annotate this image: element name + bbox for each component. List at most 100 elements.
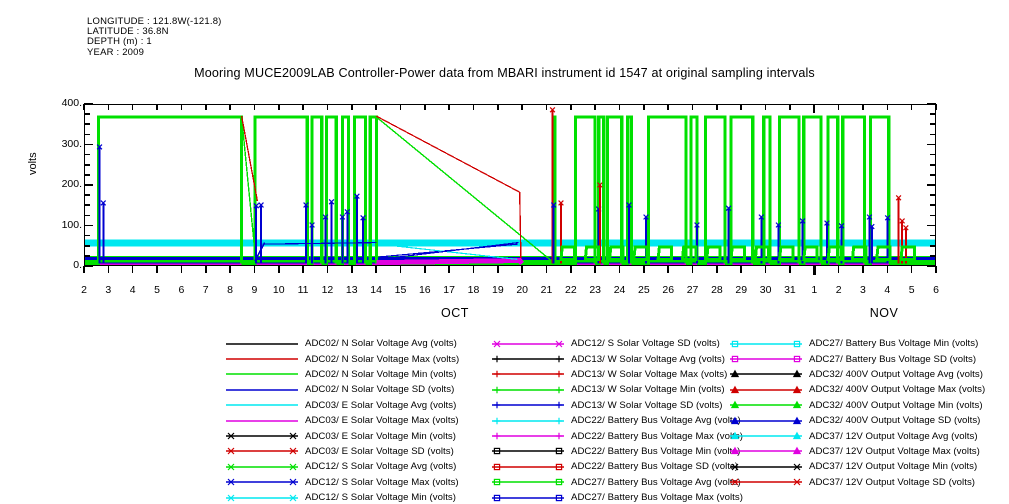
- legend-entry-adc32-400v-output-voltage-avg-volts[interactable]: ADC32/ 400V Output Voltage Avg (volts): [728, 367, 983, 382]
- legend-entry-adc02-n-solar-voltage-min-volts[interactable]: ADC02/ N Solar Voltage Min (volts): [224, 367, 490, 382]
- legend-label: ADC32/ 400V Output Voltage Avg (volts): [809, 368, 983, 380]
- x-axis-tick: [156, 266, 158, 273]
- legend-entry-adc37-12v-output-voltage-min-volts[interactable]: ADC37/ 12V Output Voltage Min (volts): [728, 459, 978, 474]
- x-axis-tick: [375, 266, 377, 273]
- series-spike-marker-14: [558, 200, 564, 206]
- series-spike-marker-4: [303, 202, 309, 208]
- legend-entry-adc03-e-solar-voltage-avg-volts[interactable]: ADC03/ E Solar Voltage Avg (volts): [224, 398, 490, 413]
- legend-line-sample-icon: [490, 368, 566, 380]
- legend-entry-adc02-n-solar-voltage-avg-volts[interactable]: ADC02/ N Solar Voltage Avg (volts): [224, 336, 490, 351]
- legend-line-sample-icon: [224, 492, 300, 504]
- legend-entry-adc13-w-solar-voltage-sd-volts[interactable]: ADC13/ W Solar Voltage SD (volts): [490, 398, 728, 413]
- legend-line-sample-icon: [728, 430, 804, 442]
- x-axis-tick: [83, 266, 85, 273]
- x-tick-label-19: 21: [540, 284, 553, 296]
- legend-entry-adc12-s-solar-voltage-avg-volts[interactable]: ADC12/ S Solar Voltage Avg (volts): [224, 459, 490, 474]
- legend-line-sample-icon: [490, 476, 566, 488]
- plot-area: [84, 104, 936, 266]
- legend-entry-adc12-s-solar-voltage-min-volts[interactable]: ADC12/ S Solar Voltage Min (volts): [224, 490, 490, 504]
- y-axis-tick: [927, 143, 936, 146]
- y-axis-tick: [84, 234, 90, 237]
- legend-entry-adc27-battery-bus-voltage-max-volts[interactable]: ADC27/ Battery Bus Voltage Max (volts): [490, 490, 743, 504]
- series-green-blob: [899, 245, 916, 261]
- x-axis-top-tick: [131, 104, 134, 110]
- legend-entry-adc13-w-solar-voltage-max-volts[interactable]: ADC13/ W Solar Voltage Max (volts): [490, 367, 728, 382]
- legend-entry-adc37-12v-output-voltage-max-volts[interactable]: ADC37/ 12V Output Voltage Max (volts): [728, 444, 980, 459]
- metadata-year: YEAR : 2009: [87, 46, 145, 58]
- legend-entry-adc37-12v-output-voltage-sd-volts[interactable]: ADC37/ 12V Output Voltage SD (volts): [728, 475, 978, 490]
- legend-entry-adc03-e-solar-voltage-sd-volts[interactable]: ADC03/ E Solar Voltage SD (volts): [224, 444, 490, 459]
- series-spike-marker-29: [895, 195, 902, 201]
- legend-label: ADC27/ Battery Bus Voltage Max (volts): [571, 492, 743, 504]
- x-axis-tick: [545, 266, 548, 273]
- legend-entry-adc22-battery-bus-voltage-sd-volts[interactable]: ADC22/ Battery Bus Voltage SD (volts): [490, 459, 738, 474]
- legend-entry-adc13-w-solar-voltage-avg-volts[interactable]: ADC13/ W Solar Voltage Avg (volts): [490, 351, 728, 366]
- legend-entry-adc27-battery-bus-voltage-sd-volts[interactable]: ADC27/ Battery Bus Voltage SD (volts): [728, 351, 978, 366]
- legend-line-sample-icon: [224, 461, 300, 473]
- x-tick-label-32: 3: [860, 284, 866, 296]
- month-label-oct: OCT: [441, 306, 469, 320]
- x-axis-tick: [691, 266, 694, 273]
- legend-entry-adc22-battery-bus-voltage-min-volts[interactable]: ADC22/ Battery Bus Voltage Min (volts): [490, 444, 740, 459]
- legend-line-sample-icon: [224, 399, 300, 411]
- legend-label: ADC37/ 12V Output Voltage Max (volts): [809, 445, 980, 457]
- x-tick-label-2: 4: [129, 284, 136, 296]
- legend-entry-adc37-12v-output-voltage-avg-volts[interactable]: ADC37/ 12V Output Voltage Avg (volts): [728, 428, 978, 443]
- legend-entry-adc02-n-solar-voltage-max-volts[interactable]: ADC02/ N Solar Voltage Max (volts): [224, 351, 490, 366]
- series-blue-diag-d: [254, 242, 266, 262]
- y-axis-tick: [927, 224, 936, 227]
- metadata-longitude: LONGITUDE : 121.8W(-121.8): [87, 16, 222, 27]
- series-spike-marker-17: [626, 202, 632, 208]
- y-axis-tick: [84, 194, 90, 196]
- x-tick-label-7: 9: [251, 284, 258, 296]
- legend-entry-adc03-e-solar-voltage-max-volts[interactable]: ADC03/ E Solar Voltage Max (volts): [224, 413, 490, 428]
- legend-entry-adc32-400v-output-voltage-max-volts[interactable]: ADC32/ 400V Output Voltage Max (volts): [728, 382, 985, 397]
- y-axis-tick: [84, 163, 90, 166]
- x-axis-top-tick: [180, 104, 183, 110]
- legend-entry-adc13-w-solar-voltage-min-volts[interactable]: ADC13/ W Solar Voltage Min (volts): [490, 382, 728, 397]
- legend-entry-adc27-battery-bus-voltage-avg-volts[interactable]: ADC27/ Battery Bus Voltage Avg (volts): [490, 475, 741, 490]
- legend-entry-adc32-400v-output-voltage-min-volts[interactable]: ADC32/ 400V Output Voltage Min (volts): [728, 398, 983, 413]
- legend-entry-adc12-s-solar-voltage-max-volts[interactable]: ADC12/ S Solar Voltage Max (volts): [224, 475, 490, 490]
- x-tick-label-16: 18: [467, 284, 480, 296]
- x-axis-top-tick: [375, 104, 377, 110]
- legend-entry-adc27-battery-bus-voltage-min-volts[interactable]: ADC27/ Battery Bus Voltage Min (volts): [728, 336, 978, 351]
- legend-entry-adc22-battery-bus-voltage-avg-volts[interactable]: ADC22/ Battery Bus Voltage Avg (volts): [490, 413, 741, 428]
- x-axis-tick: [424, 266, 426, 273]
- series-red-decline: [376, 115, 520, 193]
- legend-entry-adc02-n-solar-voltage-sd-volts[interactable]: ADC02/ N Solar Voltage SD (volts): [224, 382, 490, 397]
- legend-label: ADC12/ S Solar Voltage Max (volts): [305, 476, 459, 488]
- series-green-blob: [680, 245, 698, 261]
- x-axis-top-tick: [716, 104, 718, 110]
- x-tick-label-5: 7: [202, 284, 209, 296]
- y-axis-tick: [84, 174, 90, 176]
- legend-line-sample-icon: [224, 338, 300, 350]
- y-axis-tick: [84, 143, 93, 146]
- legend-entry-adc12-s-solar-voltage-sd-volts[interactable]: ADC12/ S Solar Voltage SD (volts): [490, 336, 728, 351]
- legend-label: ADC32/ 400V Output Voltage SD (volts): [809, 415, 981, 427]
- series-green-blob: [559, 245, 576, 261]
- y-axis-tick: [84, 224, 93, 227]
- series-magenta-band: [376, 258, 525, 265]
- x-axis-tick: [497, 266, 499, 273]
- y-tick-label-100: 100.: [61, 218, 82, 231]
- y-axis-tick: [930, 255, 936, 257]
- x-tick-label-18: 20: [516, 284, 528, 296]
- x-axis-top-tick: [570, 104, 572, 110]
- x-tick-label-35: 6: [933, 284, 939, 296]
- x-axis-top-tick: [448, 104, 450, 110]
- x-tick-label-11: 13: [345, 284, 358, 296]
- y-axis-tick: [930, 153, 936, 156]
- legend-label: ADC03/ E Solar Voltage SD (volts): [305, 445, 454, 457]
- x-tick-label-30: 1: [811, 284, 818, 296]
- x-tick-label-28: 30: [759, 284, 772, 296]
- y-tick-label-300: 300.: [61, 137, 82, 150]
- x-axis-tick-labels: 2 3 4 5 6 7 8 9 10 11 12 13 14 15 16 17 18 19 20 21 22 23 24 25…: [81, 284, 939, 298]
- legend-entry-adc22-battery-bus-voltage-max-volts[interactable]: ADC22/ Battery Bus Voltage Max (volts): [490, 428, 743, 443]
- y-axis-tick: [930, 244, 936, 247]
- x-axis-tick: [326, 266, 329, 273]
- legend-entry-adc32-400v-output-voltage-sd-volts[interactable]: ADC32/ 400V Output Voltage SD (volts): [728, 413, 981, 428]
- legend-line-sample-icon: [728, 461, 804, 473]
- legend-entry-adc03-e-solar-voltage-min-volts[interactable]: ADC03/ E Solar Voltage Min (volts): [224, 428, 490, 443]
- y-axis-tick: [84, 113, 90, 115]
